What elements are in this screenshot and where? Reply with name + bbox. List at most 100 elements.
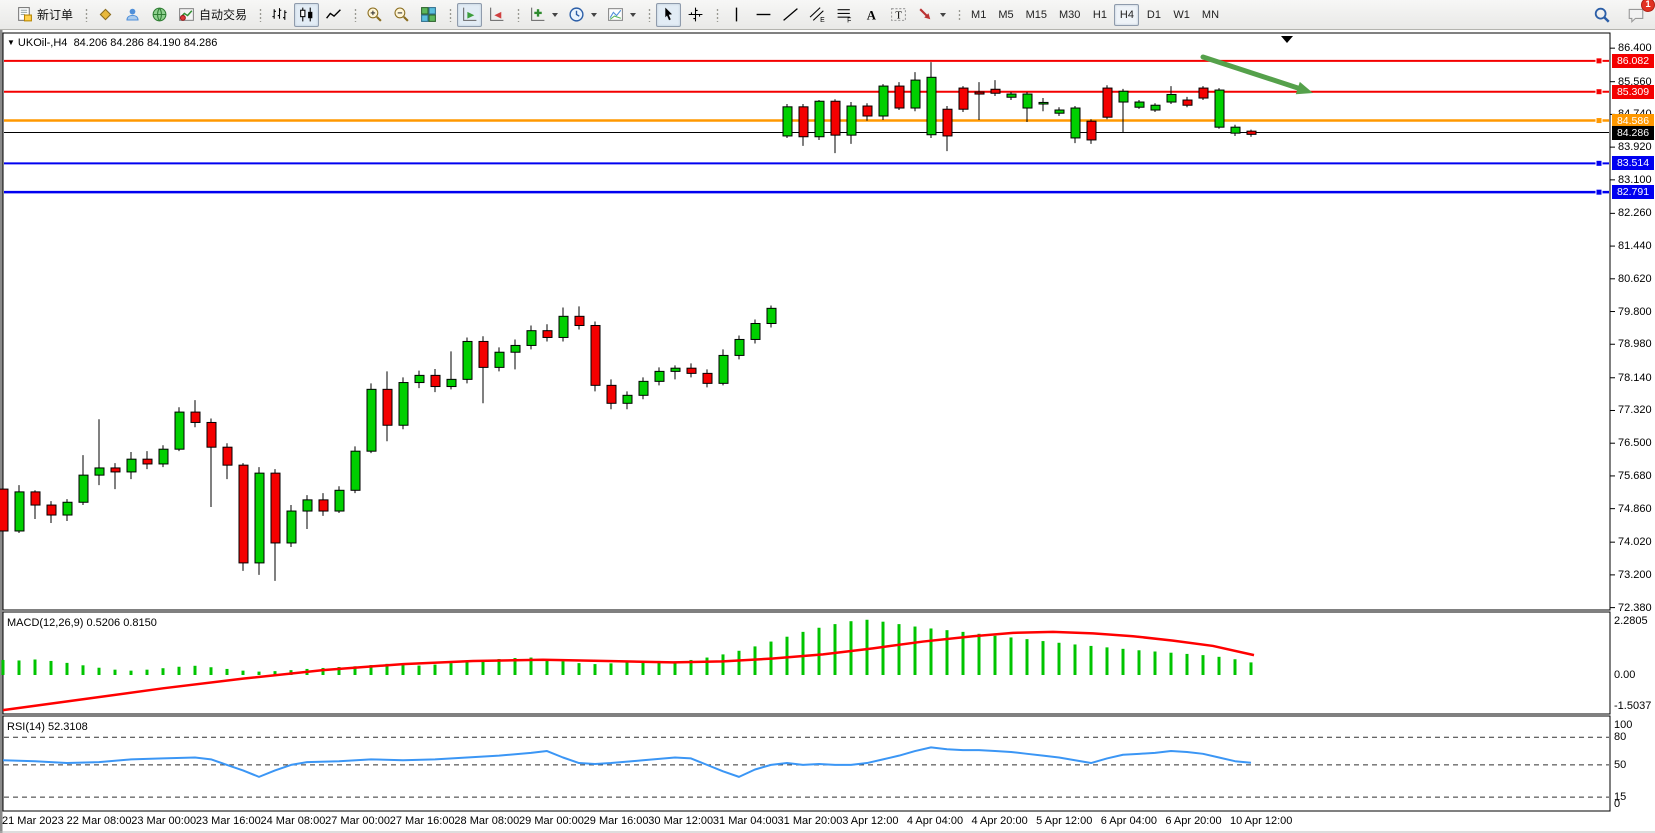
zoom-in-button[interactable] [362,3,387,27]
price-badge-84.286: 84.286 [1612,125,1654,140]
time-tick-label: 30 Mar 12:00 [648,815,714,827]
candlestick-series [0,62,1257,581]
collapse-triangle-icon[interactable]: ▼ [7,38,15,47]
timeframe-h1-button[interactable]: H1 [1092,8,1107,21]
candle-body [926,76,937,136]
news-button[interactable] [147,3,172,27]
candle-body [62,501,73,516]
candle-body [670,367,681,372]
time-tick-label: 6 Apr 20:00 [1165,815,1222,827]
svg-text:T: T [895,11,902,22]
tile-windows-button[interactable] [416,3,441,27]
timeframe-m30-button[interactable]: M30 [1059,8,1081,21]
text-label-button[interactable]: T [886,3,911,27]
autotrade-icon [178,6,195,23]
mql-button[interactable] [93,3,118,27]
candles-chart-icon [298,6,315,23]
timeframe-w1-button[interactable]: W1 [1173,8,1190,21]
annotations[interactable] [1200,36,1313,95]
level-line-handle[interactable] [1595,88,1603,96]
candle-body [110,467,121,473]
zoom-out-button[interactable] [389,3,414,27]
chart-bars-button[interactable] [267,3,292,27]
toolbar-group [646,2,714,27]
timeframe-mn-button[interactable]: MN [1201,8,1220,21]
new-order-button[interactable]: 新订单 [12,3,77,27]
trendline-button[interactable] [778,3,803,27]
candle-body [718,354,729,384]
arrow-objects-button[interactable] [913,3,950,27]
community-icon [124,6,141,23]
svg-text:A: A [867,8,877,22]
candle-body [1102,87,1113,118]
periods-icon [568,6,585,23]
candle-body [750,322,761,340]
rsi-panel [2,736,1609,798]
chevron-down-icon[interactable] [630,12,637,17]
chart-panel[interactable] [2,611,1611,715]
price-badge-82.791: 82.791 [1612,185,1654,200]
candle-body [382,388,393,426]
price-tick-75.680: 75.680 [1618,469,1652,482]
rsi-scale-50: 50 [1614,758,1627,771]
chevron-down-icon[interactable] [552,12,559,17]
community-button[interactable] [120,3,145,27]
fibonacci-button[interactable]: F [832,3,857,27]
level-line-handle[interactable] [1595,188,1603,196]
autotrade-button[interactable]: 自动交易 [174,3,251,27]
chart-candles-button[interactable] [294,2,320,27]
candle-body [1246,130,1257,135]
horizontal-line-button[interactable] [751,3,776,27]
candle-body [222,446,233,466]
candle-body [446,378,457,388]
cursor-button[interactable] [656,2,682,27]
candle-body [350,450,361,491]
trend-arrow[interactable] [1200,54,1301,91]
toolbar-group: 新订单 [2,3,83,27]
time-tick-label: 31 Mar 20:00 [777,815,843,827]
candle-body [1118,90,1129,103]
autotrade-label: 自动交易 [199,8,248,22]
crosshair-button[interactable] [683,3,708,27]
time-tick-label: 28 Mar 08:00 [454,815,520,827]
periods-button[interactable] [564,3,601,27]
timeframe-m15-button[interactable]: M15 [1025,8,1047,21]
ohlc-close: 84.286 [183,37,218,49]
timeframe-h4-button[interactable]: H4 [1114,3,1140,26]
chevron-down-icon[interactable] [591,12,598,17]
macd-signal-value: 0.8150 [123,617,157,629]
templates-button[interactable] [603,3,640,27]
candle-body [174,411,185,450]
svg-text:E: E [820,17,825,23]
cursor-icon [660,6,677,23]
chart-shift-marker[interactable] [1281,36,1293,43]
arrows-icon [917,6,934,23]
auto-scroll-button[interactable] [457,2,483,27]
candle-body [206,421,217,448]
rsi-scale-0: 0 [1614,798,1621,810]
channel-icon: E [809,6,826,23]
search-button[interactable] [1589,3,1615,27]
macd-scale-2.2805: 2.2805 [1614,615,1648,627]
level-line-handle[interactable] [1595,159,1603,167]
timeframe-m5-button[interactable]: M5 [998,8,1014,21]
chevron-down-icon[interactable] [940,12,947,17]
level-line-handle[interactable] [1595,57,1603,65]
chart-shift-button[interactable] [484,3,509,27]
macd-main-value: 0.5206 [86,617,121,629]
symbol-info-bar[interactable]: ▼ UKOil-,H4 84.206 84.286 84.190 84.286 [7,37,217,49]
indicators-button[interactable] [525,3,562,27]
chart-panel[interactable] [2,715,1611,812]
chart-line-button[interactable] [321,3,346,27]
timeframe-d1-button[interactable]: D1 [1146,8,1161,21]
text-button[interactable]: A [859,3,884,27]
candle-body [542,330,553,338]
equidistant-channel-button[interactable]: E [805,3,830,27]
level-line-handle[interactable] [1595,117,1603,125]
toolbar-group [515,3,646,27]
timeframe-m1-button[interactable]: M1 [971,8,987,21]
vertical-line-button[interactable] [724,3,749,27]
candle-body [1134,101,1145,108]
candle-body [1214,89,1225,128]
